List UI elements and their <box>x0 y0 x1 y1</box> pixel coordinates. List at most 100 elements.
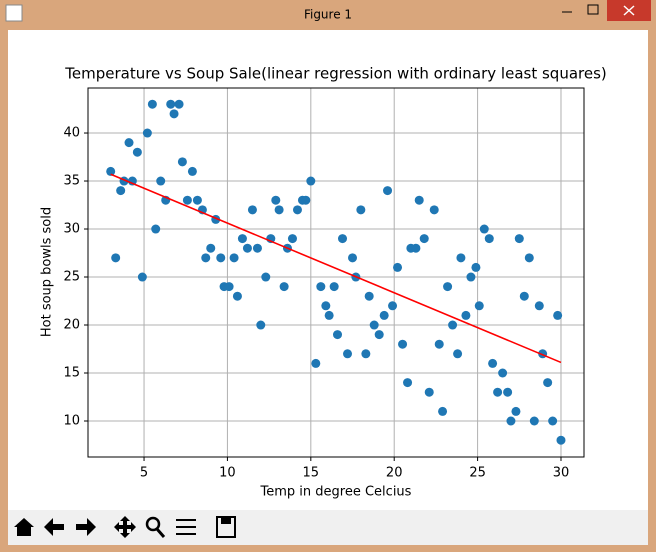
scatter-point <box>142 128 152 138</box>
scatter-point <box>261 272 271 282</box>
scatter-point <box>124 138 134 148</box>
scatter-point <box>111 253 121 263</box>
scatter-point <box>292 205 302 215</box>
scatter-point <box>519 291 529 301</box>
scatter-point <box>364 291 374 301</box>
scatter-point <box>524 253 534 263</box>
scatter-point <box>229 253 239 263</box>
scatter-point <box>306 176 316 186</box>
scatter-point <box>192 195 202 205</box>
scatter-point <box>316 282 326 292</box>
y-axis-label: Hot soup bowls sold <box>40 207 55 337</box>
home-button[interactable] <box>14 518 34 536</box>
scatter-point <box>324 310 334 320</box>
scatter-point <box>414 195 424 205</box>
scatter-point <box>493 387 503 397</box>
scatter-point <box>252 243 262 253</box>
toolbar <box>8 510 648 545</box>
scatter-point <box>438 406 448 416</box>
scatter-point <box>453 349 463 359</box>
back-button[interactable] <box>44 518 64 536</box>
scatter-point <box>242 243 252 253</box>
scatter-point <box>474 301 484 311</box>
scatter-point <box>466 272 476 282</box>
scatter-point <box>383 186 393 196</box>
plot-area <box>88 88 584 457</box>
scatter-point <box>174 99 184 109</box>
scatter-point <box>156 176 166 186</box>
scatter-point <box>256 320 266 330</box>
scatter-point <box>419 234 429 244</box>
scatter-point <box>456 253 466 263</box>
scatter-point <box>116 186 126 196</box>
scatter-point <box>484 234 494 244</box>
scatter-point <box>321 301 331 311</box>
regression-line <box>110 173 562 364</box>
scatter-point <box>301 195 311 205</box>
y-tick-label: 25 <box>63 270 80 285</box>
y-tick-label: 30 <box>63 222 80 237</box>
scatter-point <box>169 109 179 119</box>
toolbar-buttons <box>14 516 236 538</box>
scatter-point <box>132 147 142 157</box>
scatter-point <box>403 378 413 388</box>
scatter-point <box>206 243 216 253</box>
scatter-point <box>434 339 444 349</box>
configure-button[interactable] <box>176 519 196 535</box>
axes-frame <box>87 87 585 458</box>
scatter-point <box>343 349 353 359</box>
chart-title: Temperature vs Soup Sale(linear regressi… <box>64 65 607 83</box>
scatter-point <box>333 330 343 340</box>
scatter-point <box>529 416 539 426</box>
y-tick-label: 35 <box>63 174 80 189</box>
scatter-point <box>106 166 116 176</box>
scatter-point <box>187 166 197 176</box>
y-tick-label: 10 <box>63 414 80 429</box>
x-tick-label: 20 <box>386 466 403 481</box>
scatter-point <box>511 406 521 416</box>
scatter-point <box>429 205 439 215</box>
forward-button[interactable] <box>76 518 96 536</box>
x-tick-label: 10 <box>219 466 236 481</box>
y-tick-label: 20 <box>63 318 80 333</box>
scatter-point <box>151 224 161 234</box>
scatter-point <box>461 310 471 320</box>
scatter-point <box>553 310 563 320</box>
zoom-handle <box>155 528 166 538</box>
scatter-point <box>274 205 284 215</box>
x-tick-label: 15 <box>303 466 320 481</box>
scatter-point <box>338 234 348 244</box>
scatter-point <box>448 320 458 330</box>
scatter-point <box>479 224 489 234</box>
scatter-point <box>471 262 481 272</box>
x-tick-label: 25 <box>469 466 486 481</box>
scatter-point <box>506 416 516 426</box>
scatter-point <box>369 320 379 330</box>
scatter-point <box>548 416 558 426</box>
close-icon <box>623 5 635 16</box>
scatter-point <box>361 349 371 359</box>
x-tick-label: 30 <box>553 466 570 481</box>
scatter-point <box>498 368 508 378</box>
scatter-point <box>534 301 544 311</box>
pan-button[interactable] <box>114 516 136 538</box>
scatter-point <box>247 205 257 215</box>
window-title: Figure 1 <box>304 8 352 22</box>
scatter-point <box>166 99 176 109</box>
scatter-point <box>137 272 147 282</box>
scatter-point <box>388 301 398 311</box>
maximize-button[interactable] <box>587 4 599 15</box>
scatter-point <box>224 282 234 292</box>
scatter-point <box>556 435 566 445</box>
scatter-point <box>201 253 211 263</box>
scatter-point <box>411 243 421 253</box>
y-tick-label: 40 <box>63 126 80 141</box>
scatter-point <box>356 205 366 215</box>
scatter-point <box>348 253 358 263</box>
x-tick-label: 5 <box>140 466 148 481</box>
scatter-point <box>393 262 403 272</box>
x-axis-label: Temp in degree Celcius <box>260 485 412 500</box>
y-tick-label: 15 <box>63 366 80 381</box>
zoom-button[interactable] <box>145 516 161 532</box>
scatter-point <box>147 99 157 109</box>
